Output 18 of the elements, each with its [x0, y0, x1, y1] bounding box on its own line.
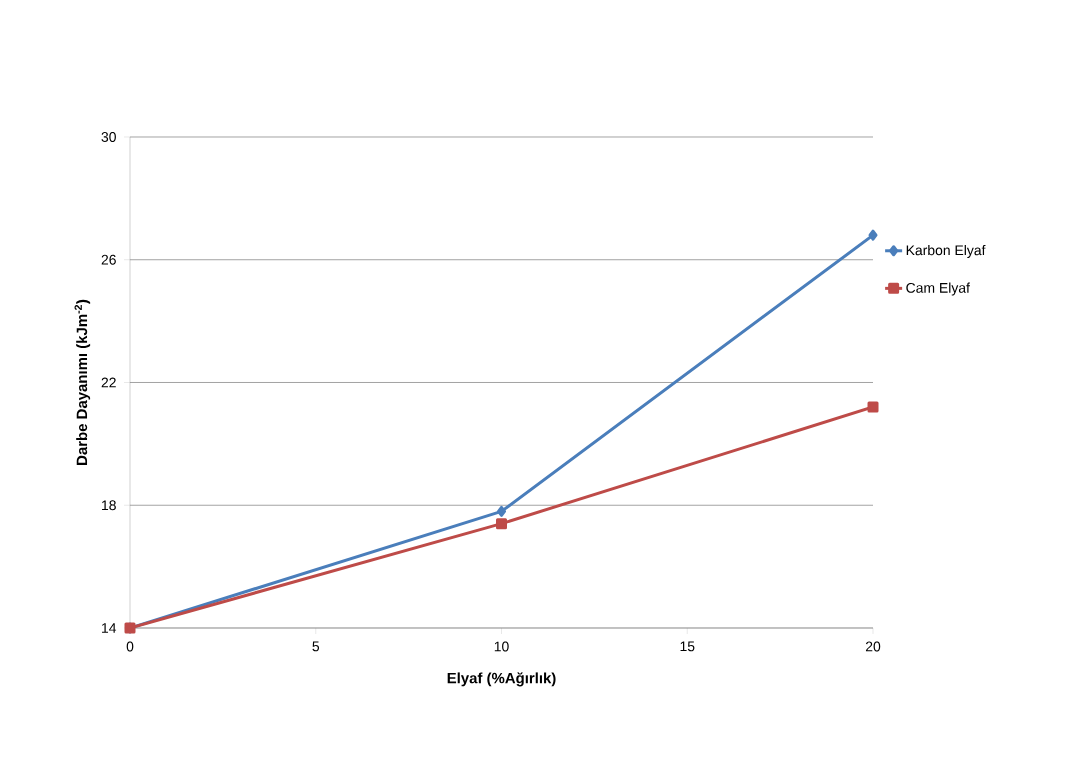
x-axis-title: Elyaf (%Ağırlık): [447, 672, 556, 687]
x-tick-label: 10: [494, 641, 509, 652]
y-tick-label: 18: [102, 500, 116, 511]
y-tick-label: 30: [101, 132, 116, 142]
y-tick-label: 14: [102, 623, 117, 633]
y-tick-label: 22: [101, 377, 116, 388]
x-tick-label: 15: [680, 641, 695, 652]
y-axis-title: Darbe Dayanımı (kJm$^{-2}$): [74, 299, 91, 465]
legend-label: Karbon Elyaf: [906, 244, 986, 258]
point: [868, 229, 878, 241]
point: [496, 518, 507, 530]
y-tick-label: 26: [101, 254, 116, 265]
x-tick-label: 0: [126, 641, 134, 652]
legend-label: Cam Elyaf: [906, 282, 970, 296]
point: [497, 505, 506, 517]
x-tick-label: 20: [865, 641, 881, 652]
point: [867, 401, 879, 413]
x-tick-label: 5: [312, 641, 320, 652]
